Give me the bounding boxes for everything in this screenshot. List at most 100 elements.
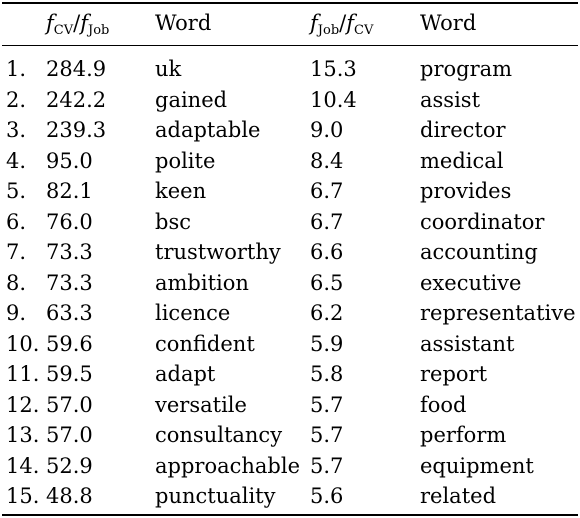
ratio-job-cv: 15.3	[310, 57, 357, 81]
job-word: food	[420, 392, 467, 417]
ratio-job-cv: 6.2	[310, 301, 344, 325]
row-index: 9.	[6, 301, 27, 325]
table-row: 12. 57.0 versatile 5.7 food	[0, 390, 580, 421]
job-word: report	[420, 362, 488, 386]
cv-word: adapt	[155, 362, 216, 386]
cv-word: gained	[155, 87, 228, 112]
header-ratio2-slash: /	[339, 11, 347, 35]
table-row: 4. 95.0 polite 8.4 medical	[0, 146, 580, 177]
job-word: accounting	[420, 240, 538, 264]
table-header: fCV/fJob Word fJob/fCV Word	[0, 8, 580, 38]
ratio-cv-job: 76.0	[46, 209, 93, 234]
ratio-cv-job: 73.3	[46, 270, 93, 295]
header-ratio1-den-sub: Job	[87, 23, 110, 38]
ratio-cv-job: 63.3	[46, 301, 93, 325]
cv-word: approachable	[155, 453, 301, 478]
cv-word: uk	[155, 57, 182, 81]
table-row: 11. 59.5 adapt 5.8 report	[0, 359, 580, 390]
cv-word: punctuality	[155, 484, 276, 508]
header-ratio1-den: f	[80, 11, 88, 35]
job-word: medical	[420, 148, 504, 173]
ratio-cv-job: 59.6	[46, 331, 93, 356]
table-row: 6. 76.0 bsc 6.7 coordinator	[0, 207, 580, 238]
ratio-job-cv: 6.5	[310, 270, 344, 295]
ratio-job-cv: 5.9	[310, 331, 344, 356]
ratio-cv-job: 82.1	[46, 179, 93, 203]
row-index: 7.	[6, 240, 27, 264]
job-word: assistant	[420, 331, 515, 356]
job-word: related	[420, 484, 497, 508]
ratio-job-cv: 5.8	[310, 362, 344, 386]
header-ratio1-num-sub: CV	[53, 23, 74, 38]
table-body: 1. 284.9 uk 15.3 program 2. 242.2 gained 10.4 as…	[0, 54, 580, 512]
row-index: 4.	[6, 148, 27, 173]
ratio-cv-job: 48.8	[46, 484, 93, 508]
header-ratio2-den-sub: CV	[354, 23, 374, 38]
row-index: 2.	[6, 87, 27, 112]
header-ratio1-slash: /	[73, 11, 81, 35]
ratio-job-cv: 5.7	[310, 453, 344, 478]
ratio-job-cv: 5.7	[310, 423, 344, 447]
row-index: 13.	[6, 423, 40, 447]
cv-word: versatile	[155, 392, 247, 417]
header-ratio-job-cv: fJob/fCV	[310, 8, 373, 46]
table-row: 14. 52.9 approachable 5.7 equipment	[0, 451, 580, 482]
ratio-job-cv: 5.7	[310, 392, 344, 417]
ratio-job-cv: 9.0	[310, 118, 344, 142]
ratio-cv-job: 57.0	[46, 392, 93, 417]
ratio-cv-job: 242.2	[46, 87, 107, 112]
cv-word: ambition	[155, 270, 249, 295]
top-rule	[2, 2, 578, 4]
cv-word: bsc	[155, 209, 191, 234]
job-word: director	[420, 118, 506, 142]
row-index: 6.	[6, 209, 27, 234]
row-index: 10.	[6, 331, 40, 356]
cv-word: keen	[155, 179, 207, 203]
row-index: 11.	[6, 362, 40, 386]
cv-word: licence	[155, 301, 231, 325]
bottom-rule	[2, 514, 578, 516]
job-word: provides	[420, 179, 512, 203]
ratio-cv-job: 59.5	[46, 362, 93, 386]
cv-word: consultancy	[155, 423, 283, 447]
table-row: 10. 59.6 confident 5.9 assistant	[0, 329, 580, 360]
header-rule	[2, 45, 578, 46]
row-index: 1.	[6, 57, 27, 81]
ratio-cv-job: 239.3	[46, 118, 107, 142]
cv-word: polite	[155, 148, 216, 173]
table-row: 5. 82.1 keen 6.7 provides	[0, 176, 580, 207]
header-ratio2-den: f	[346, 11, 355, 35]
table-row: 8. 73.3 ambition 6.5 executive	[0, 268, 580, 299]
ratio-cv-job: 52.9	[46, 453, 93, 478]
ratio-job-cv: 6.7	[310, 209, 344, 234]
table-row: 15. 48.8 punctuality 5.6 related	[0, 481, 580, 512]
header-word-2: Word	[420, 11, 477, 35]
cv-word: confident	[155, 331, 255, 356]
table-row: 2. 242.2 gained 10.4 assist	[0, 85, 580, 116]
row-index: 12.	[6, 392, 40, 417]
ratio-cv-job: 57.0	[46, 423, 93, 447]
table-row: 1. 284.9 uk 15.3 program	[0, 54, 580, 85]
table-row: 3. 239.3 adaptable 9.0 director	[0, 115, 580, 146]
ratio-job-cv: 6.7	[310, 179, 344, 203]
job-word: representative	[420, 301, 576, 325]
job-word: executive	[420, 270, 522, 295]
ratio-job-cv: 10.4	[310, 87, 357, 112]
job-word: coordinator	[420, 209, 545, 234]
ratio-job-cv: 6.6	[310, 240, 344, 264]
row-index: 8.	[6, 270, 27, 295]
ratio-job-cv: 5.6	[310, 484, 344, 508]
header-ratio2-num: f	[310, 11, 318, 35]
header-word-1: Word	[155, 11, 212, 35]
header-ratio-cv-job: fCV/fJob	[46, 8, 109, 46]
row-index: 5.	[6, 179, 27, 203]
ratio-cv-job: 73.3	[46, 240, 93, 264]
header-ratio2-num-sub: Job	[317, 23, 340, 38]
ratio-cv-job: 95.0	[46, 148, 93, 173]
ratio-job-cv: 8.4	[310, 148, 344, 173]
job-word: assist	[420, 87, 481, 112]
row-index: 14.	[6, 453, 40, 478]
ratio-cv-job: 284.9	[46, 57, 107, 81]
table-row: 7. 73.3 trustworthy 6.6 accounting	[0, 237, 580, 268]
